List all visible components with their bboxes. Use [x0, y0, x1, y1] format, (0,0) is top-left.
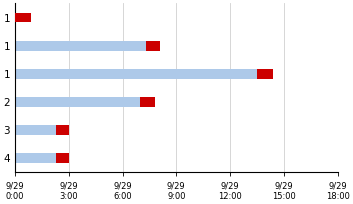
Bar: [15, 153, 56, 163]
Bar: [56, 125, 69, 135]
Bar: [56, 153, 69, 163]
Bar: [146, 41, 160, 51]
Bar: [140, 97, 155, 107]
Bar: [15, 125, 56, 135]
Bar: [15, 41, 146, 51]
Bar: [15, 69, 257, 79]
Bar: [15, 13, 31, 22]
Bar: [257, 69, 273, 79]
Bar: [15, 97, 140, 107]
